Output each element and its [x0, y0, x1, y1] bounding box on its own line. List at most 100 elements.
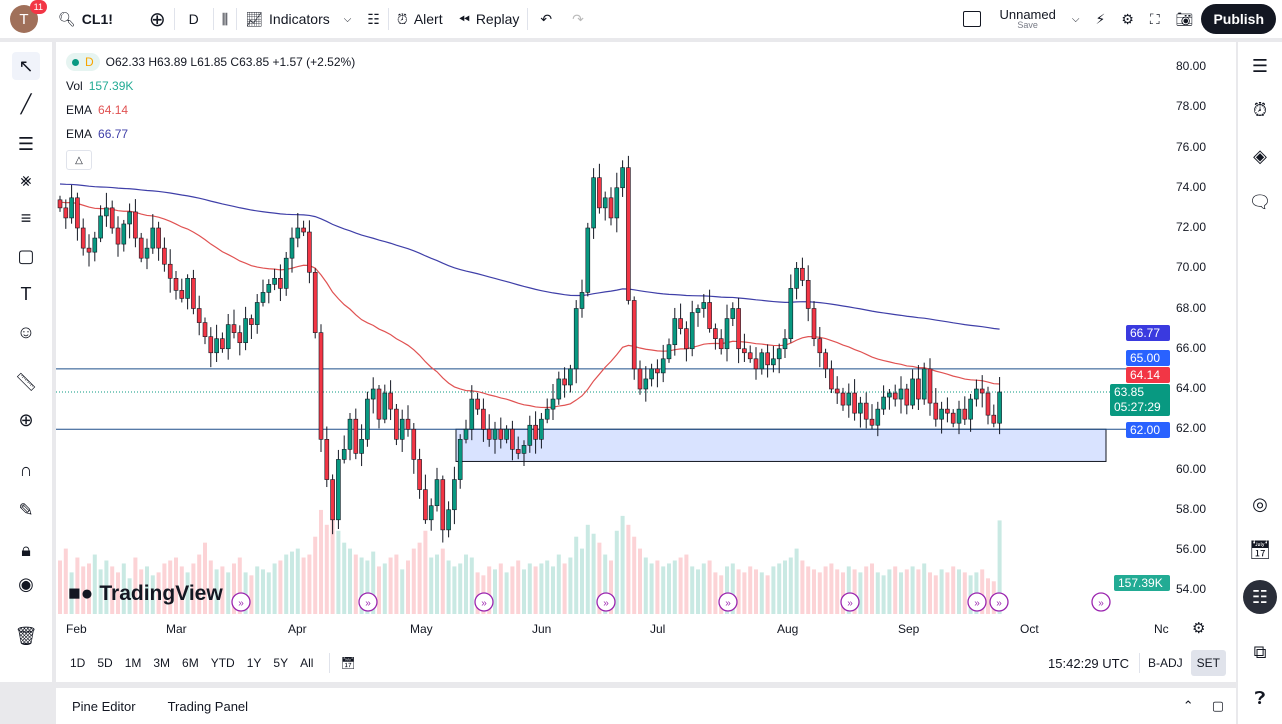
zoom-tool[interactable]: ⊕ — [12, 406, 40, 434]
bottom-toolbar: 1D 5D 1M 3M 6M YTD 1Y 5Y All 📅︎ 15:42:29 UTC B-A… — [56, 648, 1236, 678]
date-range-button[interactable]: 📅︎ — [340, 656, 355, 670]
time-tick: Sep — [898, 622, 920, 636]
layouts-button[interactable]: ☷ — [359, 0, 388, 38]
chart-type-button[interactable]: ⫼ — [214, 0, 236, 38]
visibility-tool[interactable]: ◉ — [12, 570, 40, 598]
ema-fast-price-label: 64.14 — [1126, 367, 1170, 383]
zoom-in-icon: ⊕ — [18, 409, 34, 430]
indicators-button[interactable]: 📈︎ Indicators ⌵ — [245, 10, 352, 28]
notification-badge: 11 — [29, 0, 47, 14]
price-tick: 80.00 — [1176, 59, 1207, 73]
screener-button[interactable]: ◎ — [1246, 490, 1274, 518]
data-window-button[interactable]: ◈ — [1246, 142, 1274, 170]
time-tick: Nc — [1154, 622, 1169, 636]
candles-icon: ⫼ — [221, 10, 229, 27]
price-tick: 68.00 — [1176, 300, 1207, 315]
range-ytd[interactable]: YTD — [210, 656, 235, 670]
layout-menu[interactable]: Unnamed Save ⌵ — [955, 0, 1087, 38]
redo-button[interactable]: ↷ — [564, 0, 592, 38]
snapshot-button[interactable]: 📷︎ — [1168, 0, 1202, 38]
delete-tool[interactable]: 🗑︎ — [12, 622, 40, 650]
alarm-icon: ⏰︎ — [396, 10, 408, 27]
pencil-lock-icon: ✎ — [18, 499, 34, 520]
trendline-tool[interactable]: ╱ — [12, 90, 40, 118]
settings-button[interactable]: ⚙︎ — [1113, 0, 1142, 38]
ohlc-values: O62.33 H63.89 L61.85 C63.85 +1.57 (+2.52… — [105, 55, 356, 69]
time-tick: Oct — [1020, 622, 1039, 636]
range-5d[interactable]: 5D — [97, 656, 113, 670]
time-tick: Feb — [66, 622, 87, 636]
clock-button[interactable]: 15:42:29 UTC — [1048, 655, 1129, 671]
collapse-legend-button[interactable]: △ — [66, 150, 92, 170]
lock-tool[interactable]: 🔒︎ — [12, 536, 40, 564]
trendline-icon: ╱ — [20, 93, 32, 114]
price-tick: 54.00 — [1176, 582, 1207, 597]
camera-icon: 📷︎ — [1175, 10, 1194, 27]
range-all[interactable]: All — [300, 656, 314, 670]
quick-search-button[interactable]: ⚡︎ — [1087, 0, 1113, 38]
tradingview-logo[interactable]: ■● TradingView — [68, 582, 223, 605]
last-price-label: 63.85 05:27:29 — [1110, 384, 1170, 416]
cursor-tool[interactable]: ↖ — [12, 52, 40, 80]
range-3m[interactable]: 3M — [153, 656, 171, 670]
replay-button[interactable]: ⏪︎ Replay — [458, 10, 520, 28]
smiley-icon: ☺ — [16, 321, 36, 342]
alerts-button[interactable]: ⏰︎ — [1246, 96, 1274, 124]
collapse-panel-button[interactable]: ⌃ — [1183, 698, 1194, 714]
magnet-tool[interactable]: ∩ — [12, 456, 40, 484]
range-6m[interactable]: 6M — [182, 656, 199, 670]
trading-panel-tab[interactable]: Trading Panel — [167, 698, 249, 714]
measure-tool[interactable]: 📏︎ — [12, 368, 40, 396]
interval-button[interactable]: D — [188, 11, 199, 27]
axis-settings-button[interactable]: ⚙︎ — [1192, 619, 1205, 637]
help-button[interactable]: ❓︎ — [1246, 684, 1274, 712]
badj-button[interactable]: B-ADJ — [1147, 656, 1183, 670]
signals-button[interactable]: ⧉ — [1246, 638, 1274, 666]
symbol-search[interactable]: 🔍︎ CL1! — [58, 10, 113, 28]
pattern-tool[interactable]: ⨳ — [12, 166, 40, 194]
undo-icon: ↶ — [540, 10, 553, 27]
undo-button[interactable]: ↶ — [528, 0, 564, 38]
compare-button[interactable]: ⊕ — [141, 0, 174, 38]
publish-button[interactable]: Publish — [1201, 4, 1276, 34]
interval-pill[interactable]: D — [66, 53, 100, 71]
avatar[interactable]: T 11 — [10, 0, 47, 33]
price-tick: 72.00 — [1176, 220, 1207, 234]
gear-icon: ⚙︎ — [1192, 620, 1206, 637]
lock-drawing-tool[interactable]: ✎ — [12, 496, 40, 524]
time-tick: Aug — [777, 622, 799, 636]
watchlist-button[interactable]: ☰ — [1246, 52, 1274, 80]
ruler-icon: 📏︎ — [14, 371, 38, 392]
gear-icon: ⚙︎ — [1121, 10, 1134, 27]
alert-button[interactable]: ⏰︎ Alert — [396, 10, 443, 28]
text-tool[interactable]: T — [12, 280, 40, 308]
chevron-down-icon: ⌵ — [343, 13, 352, 25]
fib-tool[interactable]: ≡ — [12, 204, 40, 232]
emoji-tool[interactable]: ☺ — [12, 318, 40, 346]
price-tick: 78.00 — [1176, 99, 1207, 114]
time-tick: Jun — [532, 622, 552, 636]
horizontal-lines-tool[interactable]: ☰ — [12, 130, 40, 158]
maximize-panel-button[interactable]: ▢ — [1212, 698, 1224, 714]
separator — [329, 653, 331, 673]
range-1d[interactable]: 1D — [70, 656, 86, 670]
session-button[interactable]: SET — [1190, 650, 1226, 676]
range-1y[interactable]: 1Y — [246, 656, 262, 670]
list-icon: ☰ — [1251, 55, 1269, 76]
tv-logo-icon: ■● — [68, 582, 94, 605]
range-1m[interactable]: 1M — [124, 656, 142, 670]
products-button[interactable]: ☷ — [1243, 580, 1277, 614]
price-tick: 56.00 — [1176, 542, 1207, 556]
chat-button[interactable]: 🗨︎ — [1246, 188, 1274, 216]
calendar-button[interactable]: 📅︎ — [1246, 536, 1274, 564]
shape-tool[interactable]: ▢ — [12, 242, 40, 270]
pine-editor-tab[interactable]: Pine Editor — [72, 698, 136, 714]
magnet-icon: ∩ — [19, 459, 33, 480]
cursor-icon: ↖ — [18, 55, 34, 76]
level-low-price-label: 62.00 — [1126, 422, 1170, 438]
fullscreen-button[interactable]: ⛶ — [1142, 0, 1168, 38]
range-5y[interactable]: 5Y — [273, 656, 289, 670]
price-tick: 60.00 — [1176, 461, 1207, 476]
time-tick: Apr — [288, 622, 307, 636]
lines-icon: ☰ — [17, 133, 35, 154]
